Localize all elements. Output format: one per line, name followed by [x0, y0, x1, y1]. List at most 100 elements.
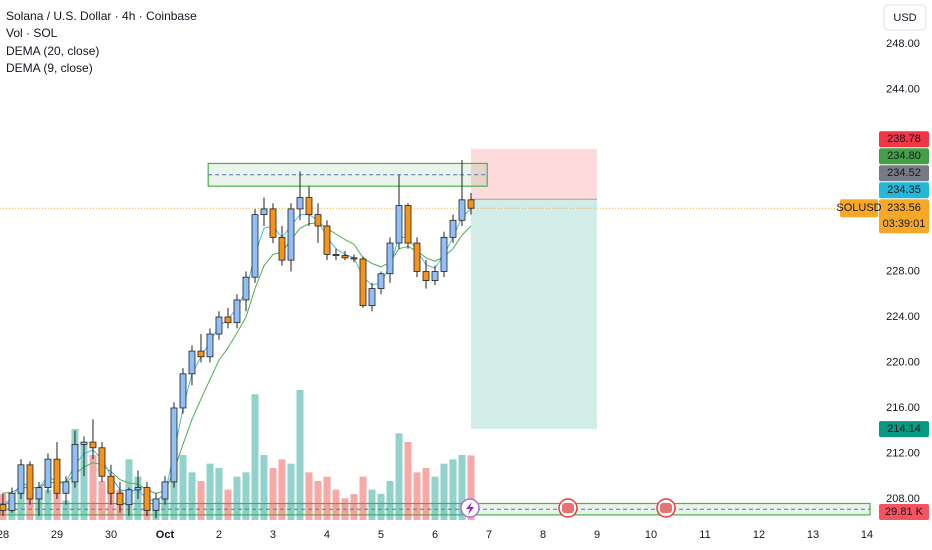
volume-bar — [458, 455, 466, 520]
event-markers — [460, 498, 676, 518]
candle-body — [458, 199, 466, 221]
price-label-box — [879, 131, 929, 148]
candle-body — [143, 487, 151, 511]
x-tick-label: 28 — [0, 529, 9, 541]
candle-body — [413, 242, 421, 272]
x-tick-label: 7 — [486, 529, 492, 541]
x-tick-label: 4 — [324, 529, 330, 541]
candle-body — [125, 489, 133, 506]
candle-body — [215, 316, 223, 335]
price-label: 234.80 — [887, 150, 921, 162]
countdown-label: 03:39:01 — [883, 218, 926, 230]
x-tick-label: 13 — [807, 529, 819, 541]
candle-body — [188, 350, 196, 375]
candle-body — [305, 197, 313, 216]
x-tick-label: 3 — [270, 529, 276, 541]
volume-bar — [197, 481, 205, 520]
stop-zone — [471, 148, 598, 200]
volume-bar — [89, 455, 97, 520]
x-tick-label: 5 — [378, 529, 384, 541]
candle-body — [260, 208, 268, 216]
currency-label: USD — [893, 12, 916, 24]
volume-bar — [53, 485, 61, 520]
x-tick-label: 8 — [540, 529, 546, 541]
volume-bar — [44, 489, 52, 520]
candle-body — [134, 487, 142, 491]
y-tick-label: 208.00 — [886, 493, 920, 505]
price-label-box — [879, 148, 929, 165]
candle-body — [116, 492, 124, 506]
volume-bar — [395, 433, 403, 520]
candle-body — [224, 316, 232, 324]
volume-bar — [269, 468, 277, 520]
volume-bar — [413, 472, 421, 520]
volume-label: 29.81 K — [885, 506, 924, 518]
price-label-box — [879, 165, 929, 182]
candle-body — [89, 441, 97, 449]
x-tick-label: 6 — [432, 529, 438, 541]
volume-bar — [233, 476, 241, 520]
candle-body — [431, 271, 439, 281]
chart-title: Solana / U.S. Dollar · 4h · Coinbase — [6, 9, 197, 23]
candle-body — [359, 258, 367, 307]
y-tick-label: 228.00 — [886, 265, 920, 277]
candle-body — [386, 242, 394, 275]
volume-bar — [350, 494, 358, 520]
y-tick-label: 248.00 — [886, 38, 920, 50]
current-price-box — [879, 199, 929, 234]
candle-body — [287, 208, 295, 261]
x-tick-label: 9 — [594, 529, 600, 541]
volume-bar — [296, 390, 304, 520]
volume-bar — [98, 481, 106, 520]
candle-body — [17, 464, 25, 494]
volume-bar — [206, 463, 214, 520]
volume-bar — [386, 481, 394, 520]
symbol-tag — [840, 199, 878, 218]
candle-body — [206, 333, 214, 358]
candle-body — [278, 236, 286, 261]
symbol-label: SOLUSD — [836, 202, 881, 214]
x-tick-label: 29 — [51, 529, 63, 541]
volume-bar — [467, 455, 475, 520]
candle-body — [395, 205, 403, 244]
candle-body — [170, 407, 178, 483]
volume-bar — [449, 459, 457, 520]
candle-body — [368, 288, 376, 307]
volume-bar — [260, 455, 268, 520]
candle-body — [44, 458, 52, 488]
legend-entry: DEMA (20, close) — [6, 44, 99, 58]
candle-body — [323, 225, 331, 255]
candle-body — [179, 373, 187, 409]
y-tick-label: 212.00 — [886, 447, 920, 459]
candle-body — [8, 492, 16, 511]
candle-body — [296, 197, 304, 210]
candle-body — [341, 255, 349, 259]
candle-body — [377, 273, 385, 289]
candle-body — [80, 441, 88, 445]
candle-body — [467, 199, 475, 209]
zone — [207, 162, 488, 187]
volume-bar — [278, 459, 286, 520]
legend-volume: Vol · SOL — [6, 26, 58, 40]
current-price-label: 233.56 — [887, 202, 921, 214]
volume-bar — [215, 468, 223, 520]
candle-body — [35, 487, 43, 500]
currency-button[interactable] — [883, 4, 927, 31]
candle-body — [161, 481, 169, 500]
candle-body — [26, 464, 34, 500]
volume-bar — [62, 500, 70, 520]
price-label-box — [879, 421, 929, 438]
y-tick-label: 220.00 — [886, 356, 920, 368]
volume-bar — [323, 476, 331, 520]
candle-body — [440, 236, 448, 272]
candle-body — [404, 205, 412, 244]
candle-body — [449, 219, 457, 238]
candle-body — [233, 299, 241, 324]
target-zone — [471, 199, 598, 430]
volume-bar — [287, 463, 295, 520]
volume-bar — [422, 468, 430, 520]
candle-body — [350, 257, 358, 260]
volume-bar — [224, 489, 232, 520]
price-label-box — [879, 182, 929, 199]
candle-body — [107, 475, 115, 494]
